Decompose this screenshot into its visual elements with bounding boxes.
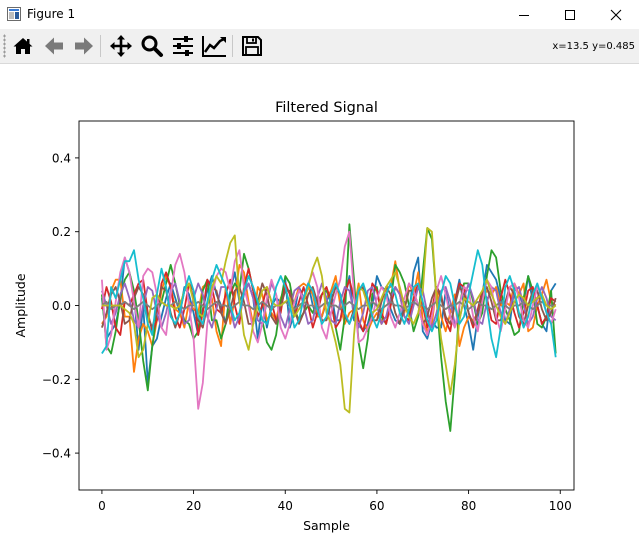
edit-axis-button[interactable]: [201, 33, 227, 59]
y-tick-label: 0.4: [52, 151, 71, 165]
minimize-icon: [519, 14, 529, 16]
move-icon: [110, 35, 132, 57]
cursor-coordinates: x=13.5 y=0.485: [552, 41, 635, 52]
y-axis-label: Amplitude: [13, 273, 28, 337]
close-button[interactable]: [593, 0, 639, 29]
series-line-6: [101, 230, 557, 410]
minimize-button[interactable]: [501, 0, 547, 29]
y-tick-label: −0.4: [42, 447, 71, 461]
toolbar-grip[interactable]: [3, 34, 6, 58]
maximize-icon: [565, 9, 575, 20]
x-tick-label: 80: [461, 499, 476, 513]
maximize-button[interactable]: [547, 0, 593, 29]
x-tick-label: 0: [98, 499, 106, 513]
matplotlib-figure-icon: [7, 7, 21, 21]
ticks-group: 0 20 40 60 80 100 −0.4 −0.2 0.0 0.2 0.4: [42, 151, 572, 513]
x-axis-label: Sample: [303, 518, 350, 533]
x-tick-label: 20: [186, 499, 201, 513]
toolbar-separator: [232, 35, 233, 57]
x-tick-label: 100: [549, 499, 572, 513]
zoom-button[interactable]: [139, 33, 165, 59]
forward-button[interactable]: [71, 33, 97, 59]
series-line-8: [101, 227, 557, 414]
y-tick-label: 0.2: [52, 225, 71, 239]
chart-title: Filtered Signal: [275, 100, 378, 116]
window-titlebar: Figure 1: [0, 0, 639, 29]
navigation-toolbar: x=13.5 y=0.485: [0, 29, 639, 64]
line-chart-icon: [202, 36, 226, 57]
arrow-right-icon: [75, 37, 93, 55]
save-button[interactable]: [239, 33, 265, 59]
series-group: [101, 223, 557, 432]
series-line-9: [101, 249, 557, 359]
subplots-button[interactable]: [170, 33, 196, 59]
sliders-icon: [173, 36, 193, 56]
figure-canvas[interactable]: 0 20 40 60 80 100 −0.4 −0.2 0.0 0.2 0.4 Filtered S…: [0, 64, 639, 542]
pan-button[interactable]: [108, 33, 134, 59]
home-button[interactable]: [10, 33, 36, 59]
x-tick-label: 60: [369, 499, 384, 513]
y-tick-label: 0.0: [52, 299, 71, 313]
toolbar-separator: [100, 35, 101, 57]
floppy-disk-icon: [242, 36, 262, 56]
plot-svg[interactable]: 0 20 40 60 80 100 −0.4 −0.2 0.0 0.2 0.4 Filtered S…: [0, 64, 639, 542]
y-tick-label: −0.2: [42, 373, 71, 387]
magnifier-icon: [141, 35, 163, 57]
back-button[interactable]: [41, 33, 67, 59]
close-icon: [610, 9, 622, 20]
window-title: Figure 1: [27, 7, 76, 21]
x-tick-label: 40: [278, 499, 293, 513]
arrow-left-icon: [45, 37, 63, 55]
home-icon: [13, 38, 33, 54]
